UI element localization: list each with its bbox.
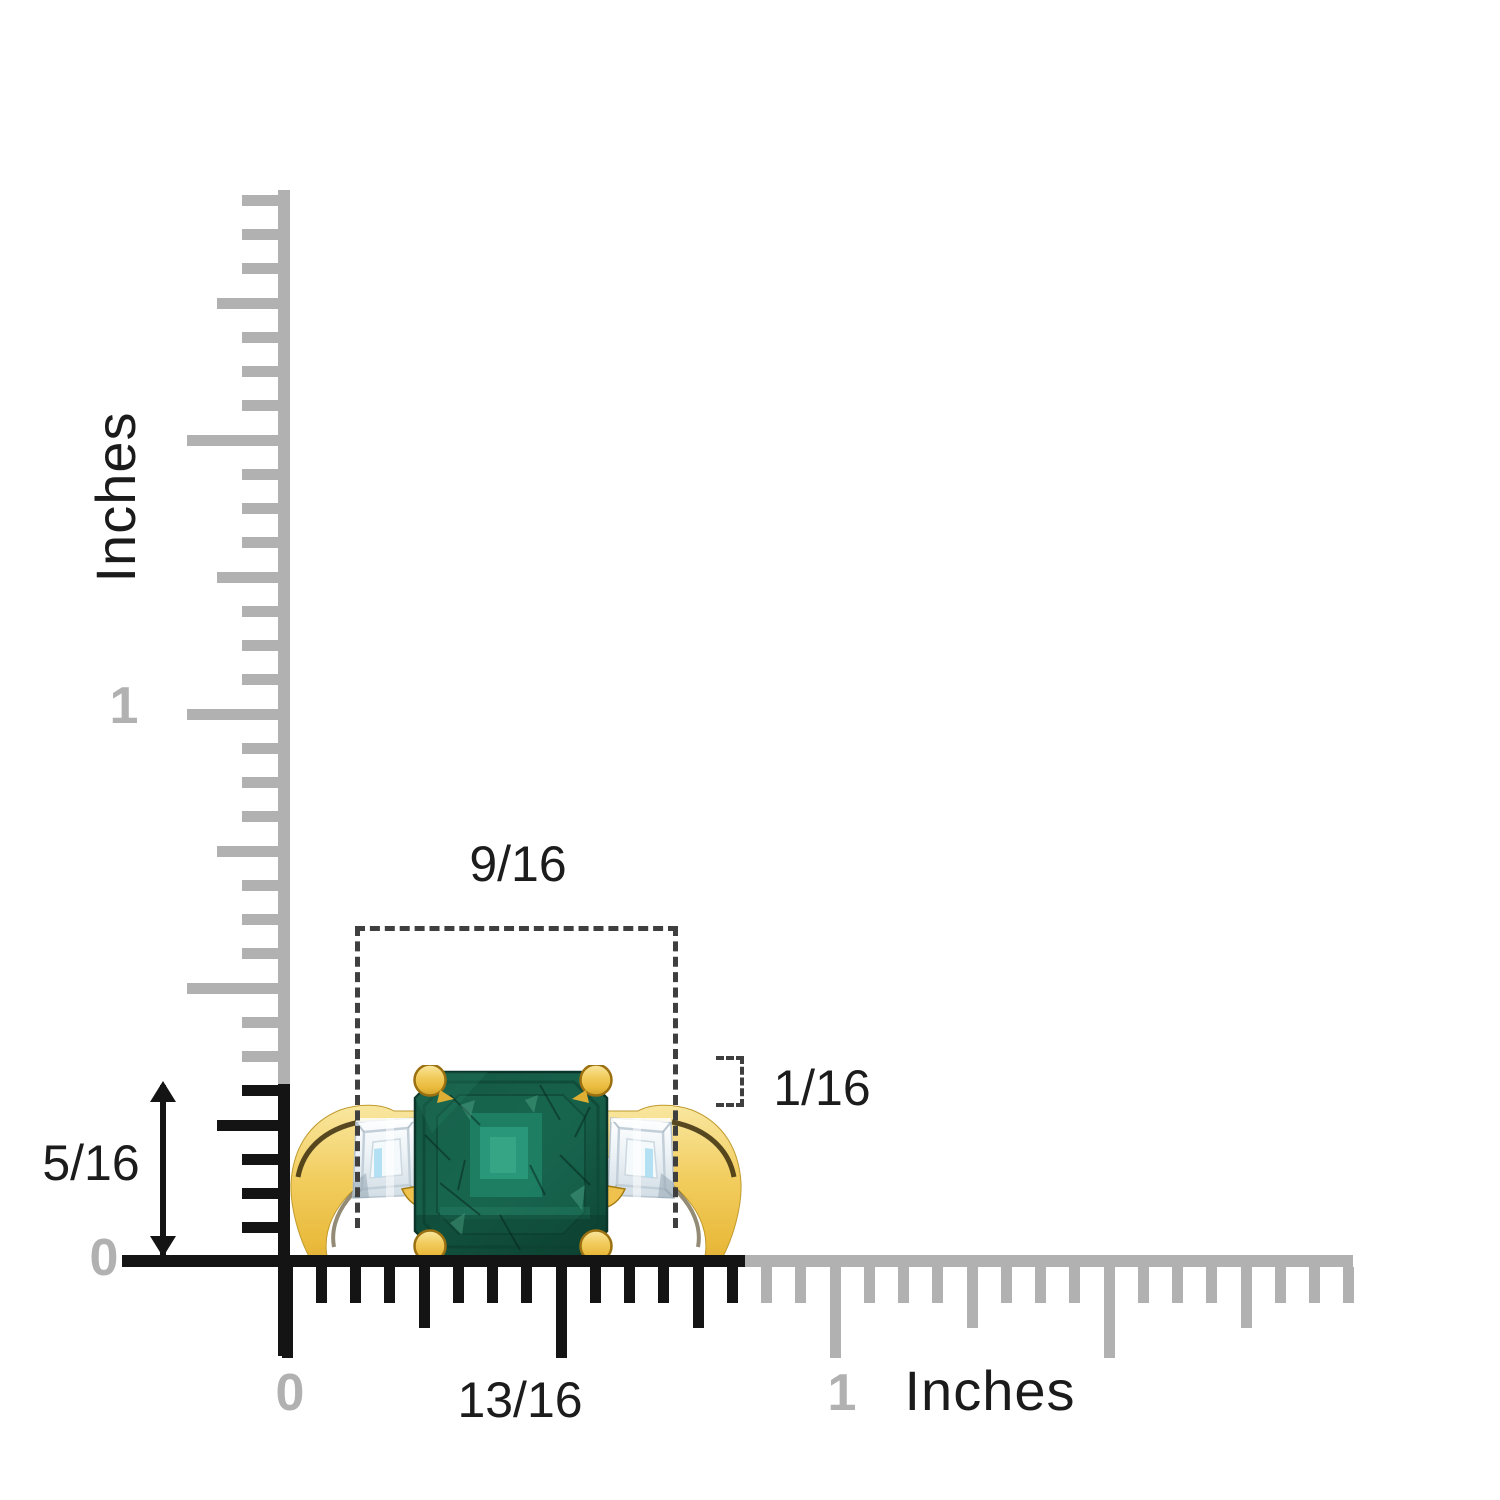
band-thickness-value: 1/16 [773, 1060, 871, 1116]
h-ruler-tick [658, 1267, 670, 1303]
v-ruler-tick [242, 366, 278, 377]
v-ruler-tick [242, 1188, 278, 1199]
ring-image [290, 1065, 742, 1267]
h-ruler-tick [384, 1267, 396, 1303]
h-ruler-tick [1069, 1267, 1081, 1303]
horizontal-ruler-zero-label: 0 [275, 1364, 305, 1422]
h-ruler-tick [829, 1267, 841, 1358]
height-measure-arrowhead-top [150, 1081, 176, 1102]
v-ruler-tick [242, 194, 278, 206]
v-ruler-tick [242, 674, 278, 686]
h-ruler-tick [761, 1267, 772, 1303]
v-ruler-tick [217, 297, 278, 309]
v-ruler-tick [217, 845, 278, 857]
band-shading-left [295, 1119, 361, 1178]
vertical-ruler-zero-label: 0 [89, 1229, 119, 1287]
h-ruler-tick [418, 1267, 430, 1328]
h-ruler-tick [1240, 1267, 1252, 1328]
v-ruler-tick [242, 640, 278, 651]
ring-height-value: 5/16 [42, 1135, 140, 1191]
h-ruler-tick [1035, 1267, 1046, 1303]
h-ruler-tick [898, 1267, 909, 1303]
v-ruler-tick [242, 503, 278, 514]
h-ruler-tick [350, 1267, 361, 1303]
vertical-ruler-bar-inactive [278, 190, 290, 1084]
h-ruler-tick [966, 1267, 978, 1328]
h-ruler-tick [452, 1267, 464, 1303]
v-ruler-tick [217, 1119, 278, 1131]
v-ruler-tick [242, 263, 278, 275]
v-ruler-tick [242, 948, 278, 960]
emerald-reflections [450, 1095, 585, 1235]
height-measure-arrowhead-bottom [150, 1236, 176, 1257]
horizontal-ruler-inch-1-label: 1 [827, 1364, 857, 1422]
h-ruler-tick [1172, 1267, 1183, 1303]
diamond-side-stone [352, 1117, 420, 1199]
h-ruler-tick [1137, 1267, 1149, 1303]
v-ruler-tick [187, 982, 278, 994]
v-ruler-tick [242, 1153, 278, 1165]
h-ruler-tick [863, 1267, 875, 1303]
emerald-inclusions [424, 1084, 591, 1251]
v-ruler-tick [242, 811, 278, 823]
horizontal-ruler-bar-inactive [745, 1255, 1353, 1267]
h-ruler-tick [1206, 1267, 1218, 1303]
v-ruler-tick [242, 1051, 278, 1062]
vertical-ruler-unit-label: Inches [84, 411, 147, 583]
h-ruler-tick [1309, 1267, 1320, 1303]
v-ruler-tick [242, 537, 278, 549]
v-ruler-tick [242, 777, 278, 788]
h-ruler-tick [555, 1267, 567, 1358]
horizontal-ruler-unit-label: Inches [904, 1359, 1076, 1422]
stones-width-measure-box [355, 926, 678, 1228]
v-ruler-tick [242, 1016, 278, 1028]
h-ruler-tick [281, 1267, 293, 1358]
v-ruler-tick [242, 742, 278, 754]
v-ruler-tick [242, 468, 278, 480]
h-ruler-tick [589, 1267, 601, 1303]
h-ruler-tick [1103, 1267, 1115, 1358]
height-measure-arrow-line [160, 1085, 166, 1257]
v-ruler-tick [242, 331, 278, 343]
h-ruler-tick [726, 1267, 738, 1303]
v-ruler-tick [187, 434, 278, 446]
band-thickness-measure-box [716, 1056, 744, 1107]
band-shading-right [671, 1119, 737, 1178]
overall-width-value: 13/16 [457, 1372, 583, 1428]
h-ruler-tick [1343, 1267, 1355, 1303]
h-ruler-tick [1274, 1267, 1286, 1303]
h-ruler-tick [932, 1267, 944, 1303]
vertical-ruler-inch-1-label: 1 [109, 677, 139, 735]
h-ruler-tick [795, 1267, 807, 1303]
h-ruler-tick [487, 1267, 498, 1303]
v-ruler-tick [242, 400, 278, 412]
v-ruler-tick [242, 879, 278, 891]
v-ruler-tick [242, 914, 278, 925]
v-ruler-tick [242, 1085, 278, 1097]
emerald-center-stone [413, 1070, 609, 1259]
v-ruler-tick [242, 605, 278, 617]
h-ruler-tick [624, 1267, 635, 1303]
h-ruler-tick [521, 1267, 533, 1303]
v-ruler-tick [187, 708, 278, 720]
h-ruler-tick [692, 1267, 704, 1328]
v-ruler-tick [217, 571, 278, 583]
h-ruler-tick [1000, 1267, 1012, 1303]
stones-width-value: 9/16 [469, 836, 567, 892]
v-ruler-tick [242, 1222, 278, 1234]
h-ruler-tick [315, 1267, 327, 1303]
horizontal-ruler-bar-active [122, 1255, 745, 1267]
v-ruler-tick [242, 229, 278, 240]
